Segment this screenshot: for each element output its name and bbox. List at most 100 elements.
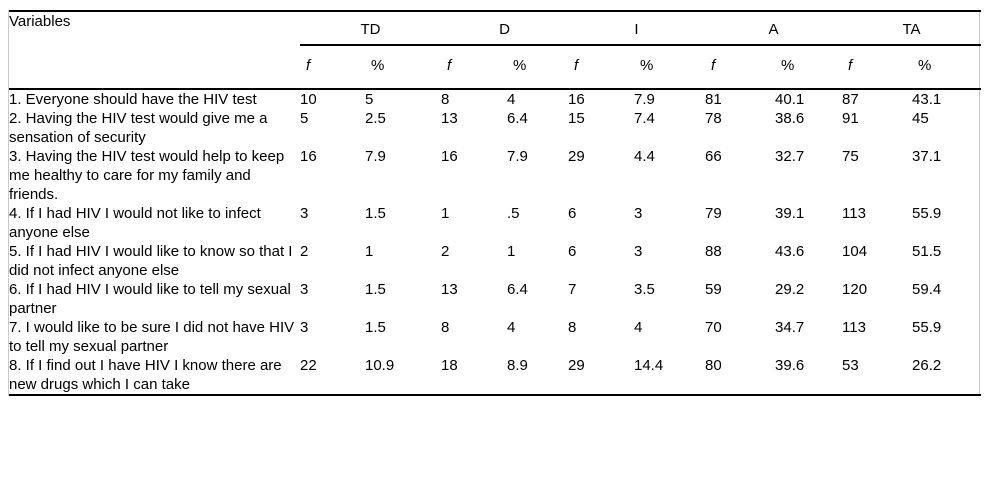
variable-cell: 2. Having the HIV test would give me a s…	[9, 110, 268, 146]
value-cell: 7	[568, 281, 577, 298]
value-cell: 14.4	[634, 357, 664, 374]
value-cell: 4	[507, 319, 516, 336]
value-cell: 88	[705, 243, 722, 260]
subheader-d-f: f	[441, 45, 507, 90]
group-header-d: D	[441, 11, 568, 46]
value-cell: 66	[705, 148, 722, 165]
subheader-a-pct: %	[775, 45, 843, 90]
value-cell: 59	[705, 281, 722, 298]
table-row: 2. Having the HIV test would give me a s…	[9, 109, 981, 147]
value-cell: 113	[842, 205, 866, 222]
value-cell: 104	[842, 243, 868, 260]
value-cell: 113	[842, 319, 866, 336]
variables-column-header: Variables	[9, 11, 300, 90]
group-header-i: I	[568, 11, 706, 46]
value-cell: 2	[441, 243, 450, 260]
value-cell: 3	[634, 205, 643, 222]
variable-cell: 7. I would like to be sure I did not hav…	[9, 319, 295, 355]
table-frame: Variables TD D I A TA f % f % f % f % f	[8, 10, 982, 396]
group-header-a: A	[705, 11, 843, 46]
variable-cell: 4. If I had HIV I would not like to infe…	[9, 205, 261, 241]
table-header: Variables TD D I A TA f % f % f % f % f	[9, 11, 982, 90]
table-row: 7. I would like to be sure I did not hav…	[9, 318, 981, 356]
value-cell: 1	[365, 243, 374, 260]
value-cell: 43.6	[775, 243, 805, 260]
value-cell: 40.1	[775, 91, 805, 108]
variable-cell: 6. If I had HIV I would like to tell my …	[9, 281, 291, 317]
value-cell: 55.9	[912, 205, 942, 222]
value-cell: 7.9	[507, 148, 528, 165]
value-cell: 3	[634, 243, 643, 260]
value-cell: 26.2	[912, 357, 942, 374]
subheader-td-pct: %	[365, 45, 441, 90]
value-cell: 6.4	[507, 110, 528, 127]
value-cell: 8	[441, 91, 450, 108]
value-cell: 7.9	[365, 148, 386, 165]
value-cell: 7.9	[634, 91, 655, 108]
value-cell: 34.7	[775, 319, 805, 336]
value-cell: 8	[568, 319, 577, 336]
value-cell: 38.6	[775, 110, 805, 127]
value-cell: 4.4	[634, 148, 655, 165]
value-cell: 78	[705, 110, 722, 127]
value-cell: 51.5	[912, 243, 942, 260]
value-cell: 10.9	[365, 357, 395, 374]
value-cell: 29.2	[775, 281, 805, 298]
value-cell: 1	[441, 205, 450, 222]
value-cell: 79	[705, 205, 722, 222]
group-header-ta: TA	[842, 11, 982, 46]
value-cell: 75	[842, 148, 859, 165]
value-cell: 6	[568, 205, 577, 222]
subheader-ta-pct: %	[912, 45, 982, 90]
subheader-d-pct: %	[507, 45, 568, 90]
subheader-i-pct: %	[634, 45, 706, 90]
value-cell: 3	[300, 319, 309, 336]
value-cell: 3	[300, 281, 309, 298]
subheader-i-f: f	[568, 45, 634, 90]
value-cell: .5	[507, 205, 520, 222]
value-cell: 16	[441, 148, 458, 165]
value-cell: 37.1	[912, 148, 942, 165]
table-row: 3. Having the HIV test would help to kee…	[9, 147, 981, 204]
value-cell: 5	[300, 110, 309, 127]
variable-cell: 1. Everyone should have the HIV test	[9, 91, 257, 108]
variable-cell: 3. Having the HIV test would help to kee…	[9, 148, 285, 203]
value-cell: 59.4	[912, 281, 942, 298]
value-cell: 16	[300, 148, 317, 165]
value-cell: 81	[705, 91, 722, 108]
value-cell: 80	[705, 357, 722, 374]
table-row: 4. If I had HIV I would not like to infe…	[9, 204, 981, 242]
value-cell: 39.1	[775, 205, 805, 222]
value-cell: 3	[300, 205, 309, 222]
value-cell: 10	[300, 91, 317, 108]
value-cell: 2	[300, 243, 309, 260]
value-cell: 13	[441, 281, 458, 298]
value-cell: 70	[705, 319, 722, 336]
value-cell: 8.9	[507, 357, 528, 374]
variable-cell: 5. If I had HIV I would like to know so …	[9, 243, 293, 279]
value-cell: 22	[300, 357, 317, 374]
subheader-td-f: f	[300, 45, 365, 90]
value-cell: 5	[365, 91, 374, 108]
value-cell: 43.1	[912, 91, 942, 108]
value-cell: 1.5	[365, 281, 386, 298]
value-cell: 18	[441, 357, 458, 374]
value-cell: 55.9	[912, 319, 942, 336]
value-cell: 16	[568, 91, 585, 108]
value-cell: 15	[568, 110, 585, 127]
value-cell: 53	[842, 357, 859, 374]
value-cell: 91	[842, 110, 859, 127]
frequency-table: Variables TD D I A TA f % f % f % f % f	[9, 10, 982, 396]
value-cell: 8	[441, 319, 450, 336]
value-cell: 29	[568, 357, 585, 374]
value-cell: 29	[568, 148, 585, 165]
subheader-ta-f: f	[842, 45, 913, 90]
value-cell: 13	[441, 110, 458, 127]
value-cell: 1.5	[365, 205, 386, 222]
value-cell: 87	[842, 91, 859, 108]
group-header-td: TD	[300, 11, 441, 46]
value-cell: 120	[842, 281, 868, 298]
value-cell: 6.4	[507, 281, 528, 298]
value-cell: 4	[634, 319, 643, 336]
value-cell: 32.7	[775, 148, 805, 165]
